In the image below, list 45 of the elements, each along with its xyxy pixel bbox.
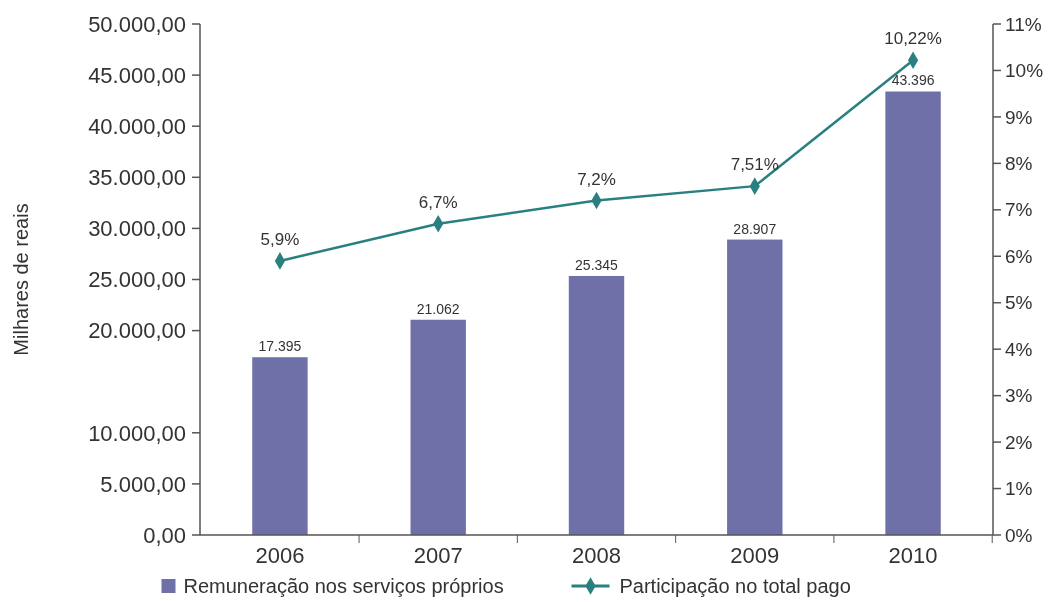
data-label: 6,7% xyxy=(418,192,458,212)
data-label: 17.395 xyxy=(258,338,302,355)
bar xyxy=(252,357,308,535)
y2-tick-label: 3% xyxy=(1005,385,1033,407)
data-label: 21.062 xyxy=(416,300,460,317)
y-tick-label: 20.000,00 xyxy=(88,318,186,344)
y2-tick-label: 9% xyxy=(1005,106,1033,128)
x-tick-label: 2009 xyxy=(730,543,780,568)
data-label: 43.396 xyxy=(891,72,935,89)
y-tick-label: 45.000,00 xyxy=(88,62,186,88)
y-tick-label: 25.000,00 xyxy=(88,267,186,293)
x-tick-label: 2006 xyxy=(255,543,305,568)
y2-tick-label: 5% xyxy=(1005,292,1033,314)
x-tick-label: 2008 xyxy=(572,543,621,568)
data-label: 25.345 xyxy=(575,256,619,273)
y2-tick-label: 7% xyxy=(1005,199,1033,221)
y-tick-label: 40.000,00 xyxy=(88,113,186,139)
legend-label: Remuneração nos serviços próprios xyxy=(183,575,504,597)
bar xyxy=(568,275,625,535)
data-label: 28.907 xyxy=(733,220,777,237)
y-tick-label: 30.000,00 xyxy=(88,216,186,242)
data-label: 7,2% xyxy=(577,169,616,189)
y-tick-label: 0,00 xyxy=(143,522,186,548)
legend-label: Participação no total pago xyxy=(619,575,851,597)
y2-tick-label: 1% xyxy=(1005,478,1033,500)
x-tick-label: 2007 xyxy=(413,543,463,568)
y2-tick-label: 0% xyxy=(1005,524,1033,546)
y-tick-label: 35.000,00 xyxy=(88,165,186,190)
bar xyxy=(410,319,466,535)
bar xyxy=(727,239,783,535)
y-tick-label: 50.000,00 xyxy=(88,11,186,37)
y2-tick-label: 2% xyxy=(1005,431,1033,453)
y2-tick-label: 11% xyxy=(1005,13,1042,35)
data-label: 10,22% xyxy=(884,29,942,49)
y2-tick-label: 6% xyxy=(1005,245,1033,267)
x-tick-label: 2010 xyxy=(888,543,938,568)
y2-tick-label: 4% xyxy=(1005,338,1033,360)
y2-tick-label: 8% xyxy=(1005,153,1033,175)
bar xyxy=(885,91,941,535)
y2-tick-label: 10% xyxy=(1005,60,1044,82)
data-label: 7,51% xyxy=(730,155,779,175)
y-axis-title: Milhares de reais xyxy=(10,203,32,356)
y-tick-label: 10.000,00 xyxy=(88,420,186,446)
data-label: 5,9% xyxy=(260,229,300,249)
y-tick-label: 5.000,00 xyxy=(100,471,186,497)
